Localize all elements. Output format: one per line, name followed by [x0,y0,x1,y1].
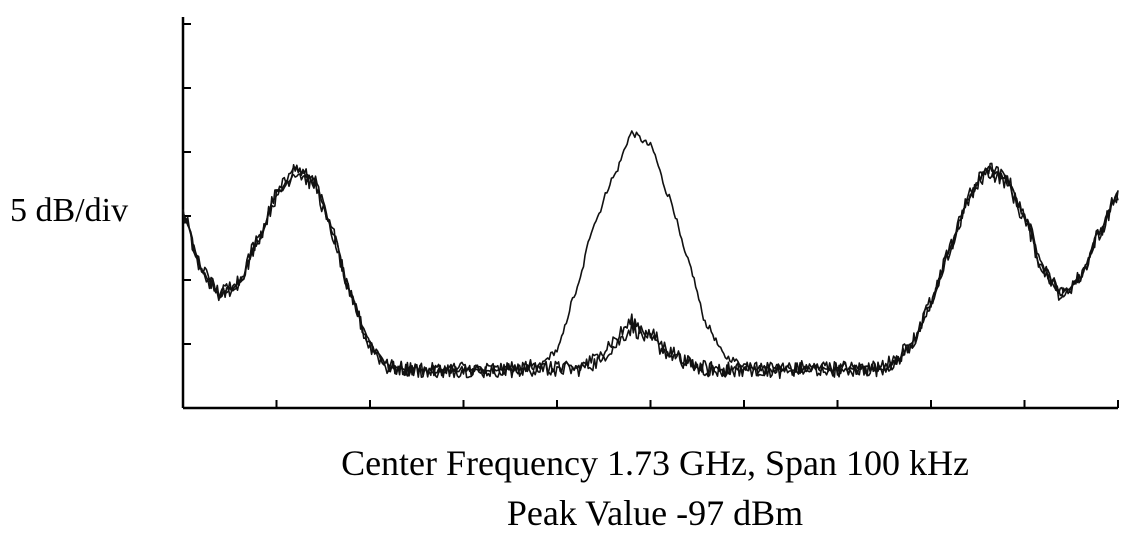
peak-caption: Peak Value -97 dBm [507,493,803,533]
axes [181,17,1119,410]
x-axis-label: Center Frequency 1.73 GHz, Span 100 kHz [341,443,969,483]
trace-line-3 [182,167,1119,380]
traces [182,130,1119,380]
trace-line-2 [182,162,1119,379]
y-scale-label: 5 dB/div [10,192,128,229]
